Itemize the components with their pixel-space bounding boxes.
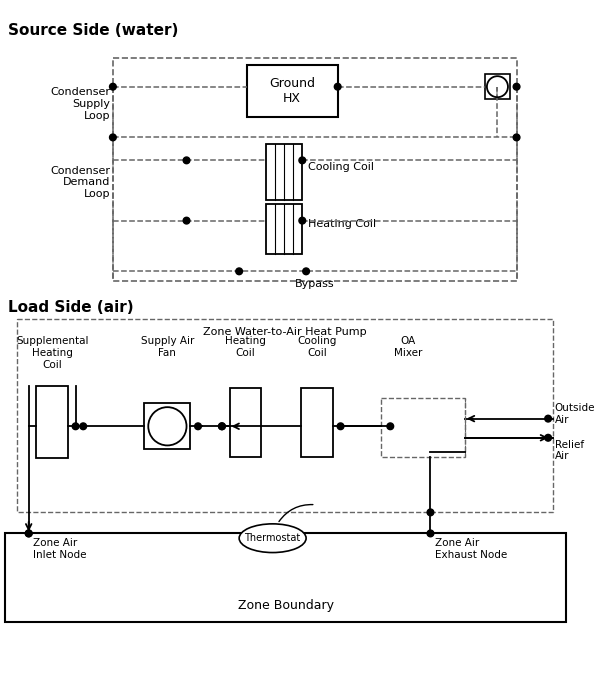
Circle shape	[334, 83, 341, 90]
Circle shape	[545, 415, 552, 422]
Text: Ground
HX: Ground HX	[269, 77, 315, 105]
Ellipse shape	[239, 524, 306, 553]
Text: Bypass: Bypass	[295, 279, 334, 289]
Circle shape	[109, 83, 116, 90]
Circle shape	[25, 530, 32, 537]
Text: Cooling Coil: Cooling Coil	[308, 162, 374, 172]
Circle shape	[513, 134, 520, 141]
Text: Zone Air
Inlet Node: Zone Air Inlet Node	[33, 538, 87, 559]
Text: Zone Boundary: Zone Boundary	[238, 599, 334, 612]
Circle shape	[25, 530, 32, 537]
Bar	[36, 386, 68, 458]
Circle shape	[299, 217, 306, 224]
Text: Zone Air
Exhaust Node: Zone Air Exhaust Node	[435, 538, 507, 559]
Circle shape	[183, 217, 190, 224]
Text: Condenser
Supply
Loop: Condenser Supply Loop	[50, 88, 110, 121]
Bar	[485, 74, 510, 99]
Text: Relief
Air: Relief Air	[555, 440, 584, 461]
Text: Thermostat: Thermostat	[245, 533, 301, 543]
Bar	[247, 65, 338, 117]
Circle shape	[387, 423, 393, 430]
Bar	[301, 388, 333, 457]
Text: Supply Air
Fan: Supply Air Fan	[141, 336, 194, 358]
Circle shape	[219, 423, 225, 430]
Text: Outside
Air: Outside Air	[555, 403, 595, 424]
Circle shape	[337, 423, 344, 430]
Text: Heating
Coil: Heating Coil	[225, 336, 266, 358]
Text: Load Side (air): Load Side (air)	[8, 300, 133, 315]
Text: Heating Coil: Heating Coil	[308, 220, 376, 229]
Text: Zone Water-to-Air Heat Pump: Zone Water-to-Air Heat Pump	[203, 327, 367, 337]
Circle shape	[545, 435, 552, 441]
Circle shape	[72, 423, 79, 430]
Text: Source Side (water): Source Side (water)	[8, 23, 178, 38]
Circle shape	[299, 157, 306, 164]
Circle shape	[513, 83, 520, 90]
Circle shape	[303, 268, 309, 275]
Bar	[113, 58, 516, 281]
Circle shape	[195, 423, 201, 430]
Circle shape	[80, 423, 87, 430]
Circle shape	[219, 423, 225, 430]
Circle shape	[427, 509, 434, 516]
Circle shape	[183, 157, 190, 164]
Text: OA
Mixer: OA Mixer	[394, 336, 423, 358]
Bar	[17, 319, 553, 513]
Circle shape	[236, 268, 242, 275]
Text: Cooling
Coil: Cooling Coil	[297, 336, 337, 358]
Text: Supplemental
Heating
Coil: Supplemental Heating Coil	[16, 336, 88, 369]
Circle shape	[427, 530, 434, 537]
Bar	[381, 398, 465, 457]
Bar	[144, 403, 190, 449]
Bar	[266, 205, 302, 254]
Bar	[266, 144, 302, 200]
Bar	[230, 388, 261, 457]
Bar	[5, 533, 567, 622]
Circle shape	[109, 134, 116, 141]
Text: Condenser
Demand
Loop: Condenser Demand Loop	[50, 166, 110, 199]
